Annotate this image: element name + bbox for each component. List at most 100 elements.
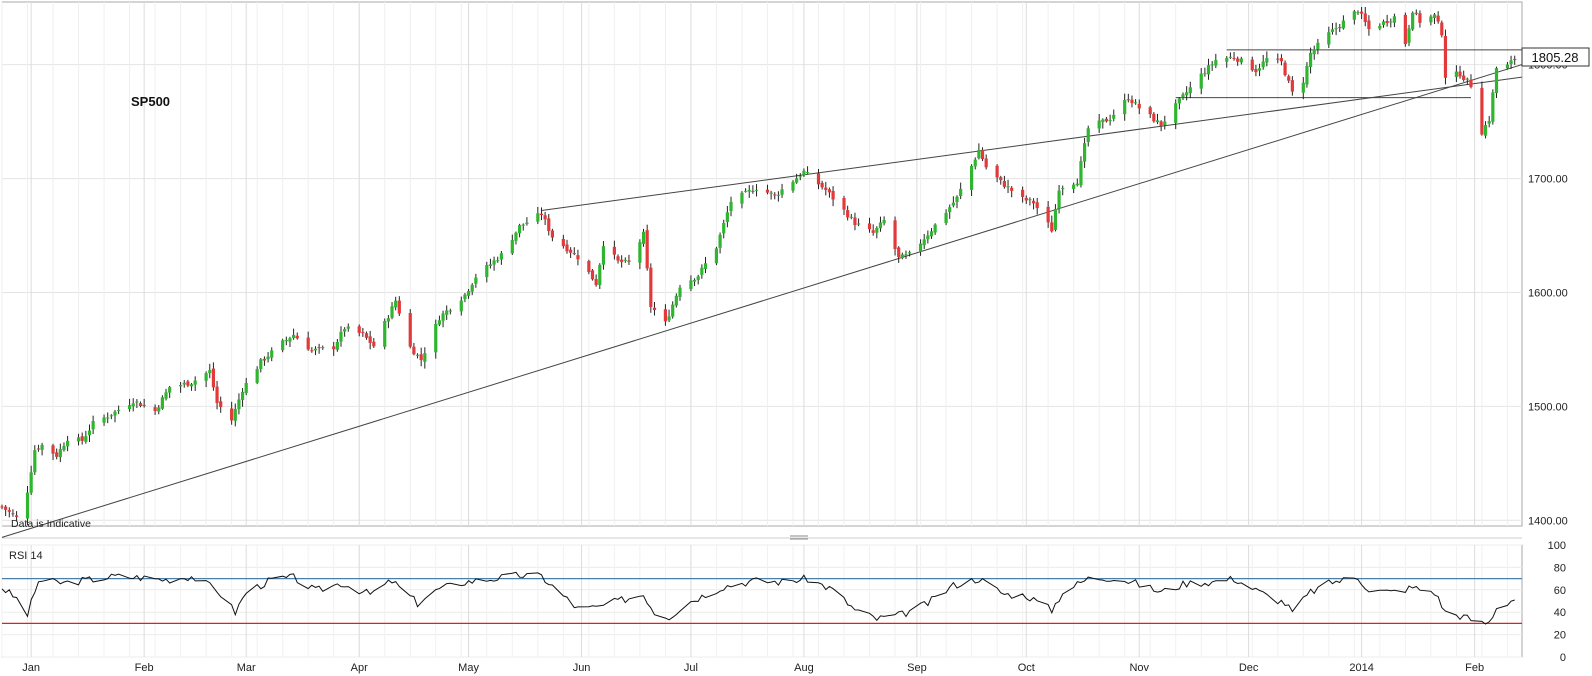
candle-body [51, 445, 55, 454]
last-price-badge: 1805.28 [1521, 47, 1590, 67]
candle-body [776, 194, 781, 196]
month-label: Sep [907, 662, 927, 674]
candle-body [488, 264, 493, 266]
candle-body [1225, 58, 1229, 62]
candle-body [1010, 187, 1014, 191]
candle-body [138, 403, 143, 407]
candle-body [1403, 14, 1407, 45]
candle-body [29, 472, 33, 493]
last-price-label: 1805.28 [1532, 50, 1579, 65]
candle-body [816, 173, 821, 185]
candle-body [434, 323, 438, 353]
candle-body [518, 225, 522, 234]
candle-body [230, 408, 234, 421]
candle-body [1185, 92, 1189, 96]
candle-body [1279, 58, 1284, 62]
candle-body [1155, 120, 1160, 123]
candle-body [142, 404, 146, 406]
candle-body [168, 387, 172, 393]
candle-body [1163, 121, 1167, 126]
candle-body [1356, 12, 1360, 14]
candle-body [1352, 11, 1356, 20]
candle-body [189, 384, 194, 387]
candle-body [1301, 82, 1305, 93]
candle-body [729, 201, 733, 212]
candle-body [415, 354, 420, 356]
candle-body [1308, 52, 1313, 68]
candle-body [66, 440, 70, 447]
candle-body [219, 401, 223, 407]
candle-body [281, 340, 285, 351]
chart-frame [1, 1, 1523, 658]
candle-body [259, 359, 263, 370]
candle-body [601, 246, 606, 265]
candle-body [40, 444, 44, 450]
price-tick-label: 1700.00 [1528, 174, 1568, 186]
candle-body [1035, 202, 1039, 209]
rsi-title: RSI 14 [9, 550, 43, 562]
candle-body [113, 411, 117, 416]
candle-body [1072, 184, 1076, 190]
candle-body [1305, 65, 1309, 85]
candle-body [1440, 22, 1444, 36]
candle-body [871, 230, 875, 233]
candle-body [58, 449, 62, 458]
candle-body [831, 190, 835, 200]
candle-body [80, 436, 84, 441]
price-panel-frame [1, 1, 1523, 527]
candle-body [1276, 58, 1280, 60]
month-label: Jun [573, 662, 591, 674]
rsi-line [1, 571, 1515, 625]
candle-body [339, 331, 343, 342]
candle-body [1228, 56, 1232, 58]
candle-body [33, 450, 37, 473]
month-label: May [458, 662, 479, 674]
candle-body [1028, 199, 1032, 201]
candle-body [1414, 12, 1418, 14]
candle-body [842, 198, 846, 210]
candle-body [62, 446, 66, 451]
candle-body [1513, 58, 1517, 60]
candle-body [1232, 57, 1236, 59]
candle-body [310, 350, 314, 352]
candle-body [1254, 69, 1258, 73]
candle-body [412, 346, 416, 355]
candle-body [117, 410, 121, 412]
candle-body [1053, 208, 1058, 230]
candle-body [321, 347, 325, 349]
candle-body [929, 231, 934, 237]
candle-body [1021, 189, 1025, 197]
candle-body [1341, 20, 1345, 29]
candle-body [692, 279, 697, 282]
candle-body [1112, 114, 1116, 119]
candle-body [663, 309, 668, 322]
candle-body [773, 194, 777, 196]
candle-body [908, 252, 912, 254]
candle-body [1250, 59, 1254, 71]
month-label: Nov [1129, 662, 1149, 674]
candle-body [1283, 62, 1287, 76]
candle-body [521, 224, 525, 226]
rsi-tick-label: 100 [1548, 540, 1566, 552]
candle-body [703, 263, 708, 269]
candle-body [1188, 87, 1192, 94]
candle-body [853, 217, 857, 226]
candle-body [55, 452, 59, 457]
candle-body [186, 381, 190, 386]
price-tick-label: 1600.00 [1528, 287, 1568, 299]
candle-body [1389, 21, 1393, 23]
trendline [1, 49, 1570, 538]
candle-body [317, 347, 321, 349]
candle-body [437, 320, 442, 325]
trendlines [1, 49, 1570, 538]
candle-body [1505, 64, 1510, 69]
candle-body [1006, 186, 1010, 188]
candle-body [383, 321, 387, 347]
candle-body [667, 316, 671, 321]
candle-body [598, 264, 602, 286]
candle-body [466, 291, 471, 296]
candle-body [590, 270, 595, 280]
candle-body [944, 212, 948, 224]
candle-body [594, 279, 598, 285]
candle-body [419, 354, 423, 361]
